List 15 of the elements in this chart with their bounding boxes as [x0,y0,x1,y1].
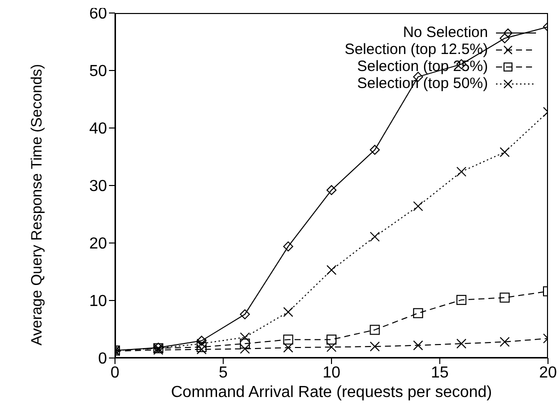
y-tick-label: 10 [89,293,108,310]
y-tick-label: 20 [89,236,108,253]
y-tick-label: 50 [89,63,108,80]
legend-label: Selection (top 12.5%) [344,41,488,58]
y-tick-label: 30 [89,178,108,196]
x-tick-label: 5 [218,364,228,382]
legend-label: No Selection [402,24,488,41]
y-tick-label: 0 [98,350,108,368]
x-axis-title: Command Arrival Rate (requests per second) [170,384,492,401]
y-tick-label: 40 [89,120,108,138]
x-tick-label: 20 [539,364,557,382]
x-tick-label: 0 [110,364,120,382]
x-tick-label: 10 [322,364,340,382]
y-axis-title: Average Query Response Time (Seconds) [28,64,46,346]
x-tick-label: 15 [430,364,449,382]
